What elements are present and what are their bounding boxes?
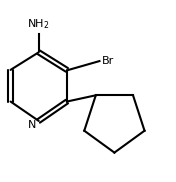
- Text: Br: Br: [102, 56, 114, 66]
- Text: N: N: [27, 120, 36, 130]
- Text: NH$_2$: NH$_2$: [27, 17, 50, 31]
